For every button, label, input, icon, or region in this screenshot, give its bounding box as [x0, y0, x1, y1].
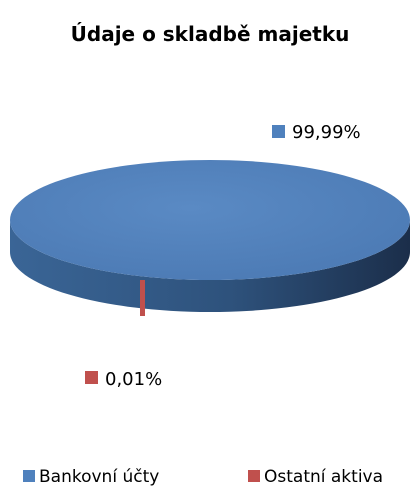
data-label-bankovni-ucty: 99,99% — [272, 122, 361, 143]
legend-label: Ostatní aktiva — [264, 467, 383, 487]
data-label-text: 0,01% — [105, 369, 162, 390]
data-label-ostatni-aktiva: 0,01% — [85, 369, 162, 390]
pie-side-wall — [10, 220, 410, 312]
legend: Bankovní účty Ostatní aktiva — [23, 467, 383, 487]
pie-body — [10, 160, 410, 316]
pie-slice-ostatni-aktiva — [140, 280, 145, 316]
data-label-swatch — [85, 371, 98, 384]
data-label-swatch — [272, 125, 285, 138]
data-label-text: 99,99% — [292, 122, 361, 143]
chart-title: Údaje o skladbě majetku — [71, 22, 350, 46]
legend-swatch — [23, 470, 35, 482]
legend-swatch — [248, 470, 260, 482]
legend-label: Bankovní účty — [39, 467, 159, 487]
legend-item-bankovni-ucty: Bankovní účty — [23, 467, 159, 487]
legend-item-ostatni-aktiva: Ostatní aktiva — [248, 467, 383, 487]
pie-slice-bankovni-ucty — [10, 160, 410, 280]
